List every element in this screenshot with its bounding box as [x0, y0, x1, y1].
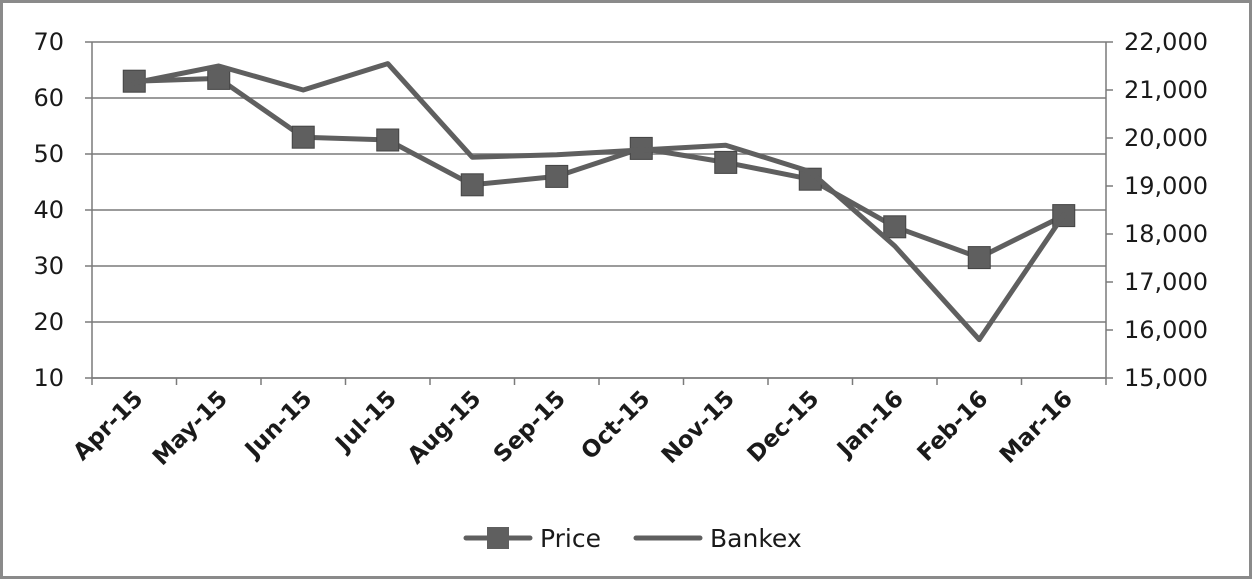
right-tick-label: 16,000: [1124, 316, 1208, 344]
data-point-price: [883, 215, 907, 239]
right-tick-label: 19,000: [1124, 172, 1208, 200]
left-tick-label: 70: [33, 28, 64, 56]
data-point-price: [967, 246, 991, 270]
x-axis-ticks: Apr-15 May-15 Jun-15 Jul-15 Aug-15 Sep-15 Oct-…: [68, 378, 1107, 471]
x-tick-label: Sep-15: [489, 386, 571, 468]
data-point-price: [714, 150, 738, 174]
x-tick-label: Jul-15: [330, 386, 402, 458]
x-tick-label: Oct-15: [576, 386, 655, 465]
right-tick-label: 17,000: [1124, 268, 1208, 296]
x-tick-label: Feb-16: [913, 386, 994, 467]
x-tick-label: Dec-15: [743, 386, 825, 468]
data-point-price: [291, 125, 315, 149]
legend-label-price: Price: [540, 524, 601, 553]
right-tick-label: 21,000: [1124, 76, 1208, 104]
x-tick-label: Mar-16: [995, 386, 1078, 469]
data-point-price: [460, 173, 484, 197]
left-tick-label: 10: [33, 364, 64, 392]
data-point-price: [376, 128, 400, 152]
data-point-price: [545, 164, 569, 188]
series-line-bankex: [131, 61, 1067, 343]
right-tick-label: 20,000: [1124, 124, 1208, 152]
left-tick-label: 60: [33, 84, 64, 112]
legend-marker-price: [487, 527, 509, 549]
right-y-axis-ticks: 22,000 21,000 20,000 19,000 18,000 17,000 16,0…: [1106, 28, 1208, 392]
left-tick-label: 50: [33, 140, 64, 168]
legend: Price Bankex: [463, 524, 802, 553]
series-line-price: [131, 75, 1067, 261]
x-tick-label: Apr-15: [68, 386, 148, 466]
x-tick-label: Nov-15: [657, 386, 740, 469]
x-tick-label: Aug-15: [403, 386, 487, 470]
x-tick-label: Jun-15: [239, 386, 317, 464]
legend-label-bankex: Bankex: [710, 524, 802, 553]
left-tick-label: 20: [33, 308, 64, 336]
x-tick-label: Jan-16: [831, 386, 909, 464]
x-tick-label: May-15: [148, 386, 233, 471]
left-tick-label: 30: [33, 252, 64, 280]
right-tick-label: 22,000: [1124, 28, 1208, 56]
series-layer: [122, 61, 1076, 343]
right-tick-label: 15,000: [1124, 364, 1208, 392]
right-tick-label: 18,000: [1124, 220, 1208, 248]
gridlines: [92, 41, 1106, 379]
left-tick-label: 40: [33, 196, 64, 224]
left-y-axis-ticks: 70 60 50 40 30 20 10: [33, 28, 92, 392]
